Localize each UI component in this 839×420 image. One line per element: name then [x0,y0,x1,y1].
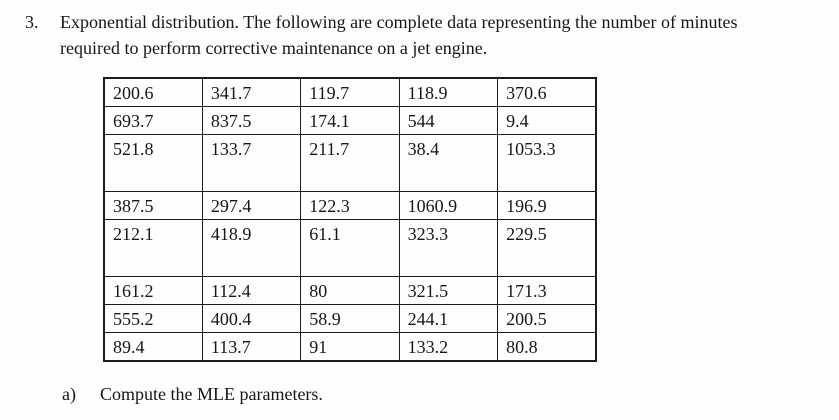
table-cell: 544 [398,106,499,135]
table-row: 161.2 112.4 80 321.5 171.3 [103,276,597,305]
subquestion-a: a) Compute the MLE parameters. [62,382,323,406]
table-cell: 133.2 [398,332,499,362]
table-row: 200.6 341.7 119.7 118.9 370.6 [103,77,597,107]
table-cell: 200.6 [103,77,203,107]
table-cell: 418.9 [201,219,302,277]
table-row: 89.4 113.7 91 133.2 80.8 [103,332,597,362]
table-cell: 555.2 [103,304,203,333]
table-cell: 196.9 [497,191,597,220]
table-cell: 38.4 [398,134,499,192]
table-cell: 211.7 [300,134,400,192]
table-cell: 837.5 [201,106,302,135]
table-cell: 174.1 [300,106,400,135]
table-cell: 229.5 [497,219,597,277]
table-cell: 1053.3 [497,134,597,192]
table-cell: 693.7 [103,106,203,135]
table-cell: 244.1 [398,304,499,333]
table-cell: 133.7 [201,134,302,192]
table-row: 555.2 400.4 58.9 244.1 200.5 [103,304,597,333]
table-cell: 119.7 [300,77,400,107]
table-cell: 200.5 [497,304,597,333]
table-cell: 1060.9 [398,191,499,220]
problem-number: 3. [25,12,39,32]
problem-statement: 3. Exponential distribution. The followi… [25,9,825,61]
table-cell: 80 [300,276,400,305]
table-row: 693.7 837.5 174.1 544 9.4 [103,106,597,135]
table-cell: 321.5 [398,276,499,305]
subquestion-text: Compute the MLE parameters. [100,384,323,404]
table-cell: 112.4 [201,276,302,305]
table-row: 521.8 133.7 211.7 38.4 1053.3 [103,134,597,192]
table-cell: 91 [300,332,400,362]
subquestion-label: a) [62,384,76,404]
table-cell: 400.4 [201,304,302,333]
table-row: 387.5 297.4 122.3 1060.9 196.9 [103,191,597,220]
problem-text: Exponential distribution. The following … [60,9,825,61]
table-cell: 297.4 [201,191,302,220]
table-cell: 521.8 [103,134,203,192]
table-cell: 58.9 [300,304,400,333]
table-cell: 122.3 [300,191,400,220]
table-cell: 113.7 [201,332,302,362]
table-cell: 61.1 [300,219,400,277]
problem-text-line-1: Exponential distribution. The following … [60,12,738,32]
problem-text-line-2: required to perform corrective maintenan… [60,38,488,58]
table-cell: 323.3 [398,219,499,277]
table-cell: 341.7 [201,77,302,107]
maintenance-data-table: 200.6 341.7 119.7 118.9 370.6 693.7 837.… [103,77,597,362]
table-cell: 161.2 [103,276,203,305]
table-cell: 89.4 [103,332,203,362]
table-cell: 80.8 [497,332,597,362]
table-cell: 370.6 [497,77,597,107]
table-cell: 118.9 [398,77,499,107]
table-cell: 9.4 [497,106,597,135]
table-row: 212.1 418.9 61.1 323.3 229.5 [103,219,597,277]
table-cell: 171.3 [497,276,597,305]
table-cell: 387.5 [103,191,203,220]
table-cell: 212.1 [103,219,203,277]
